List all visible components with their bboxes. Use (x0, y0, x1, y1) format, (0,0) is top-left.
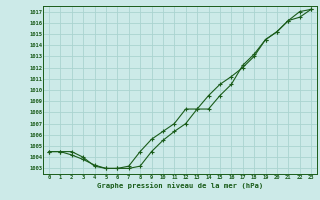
X-axis label: Graphe pression niveau de la mer (hPa): Graphe pression niveau de la mer (hPa) (97, 182, 263, 189)
